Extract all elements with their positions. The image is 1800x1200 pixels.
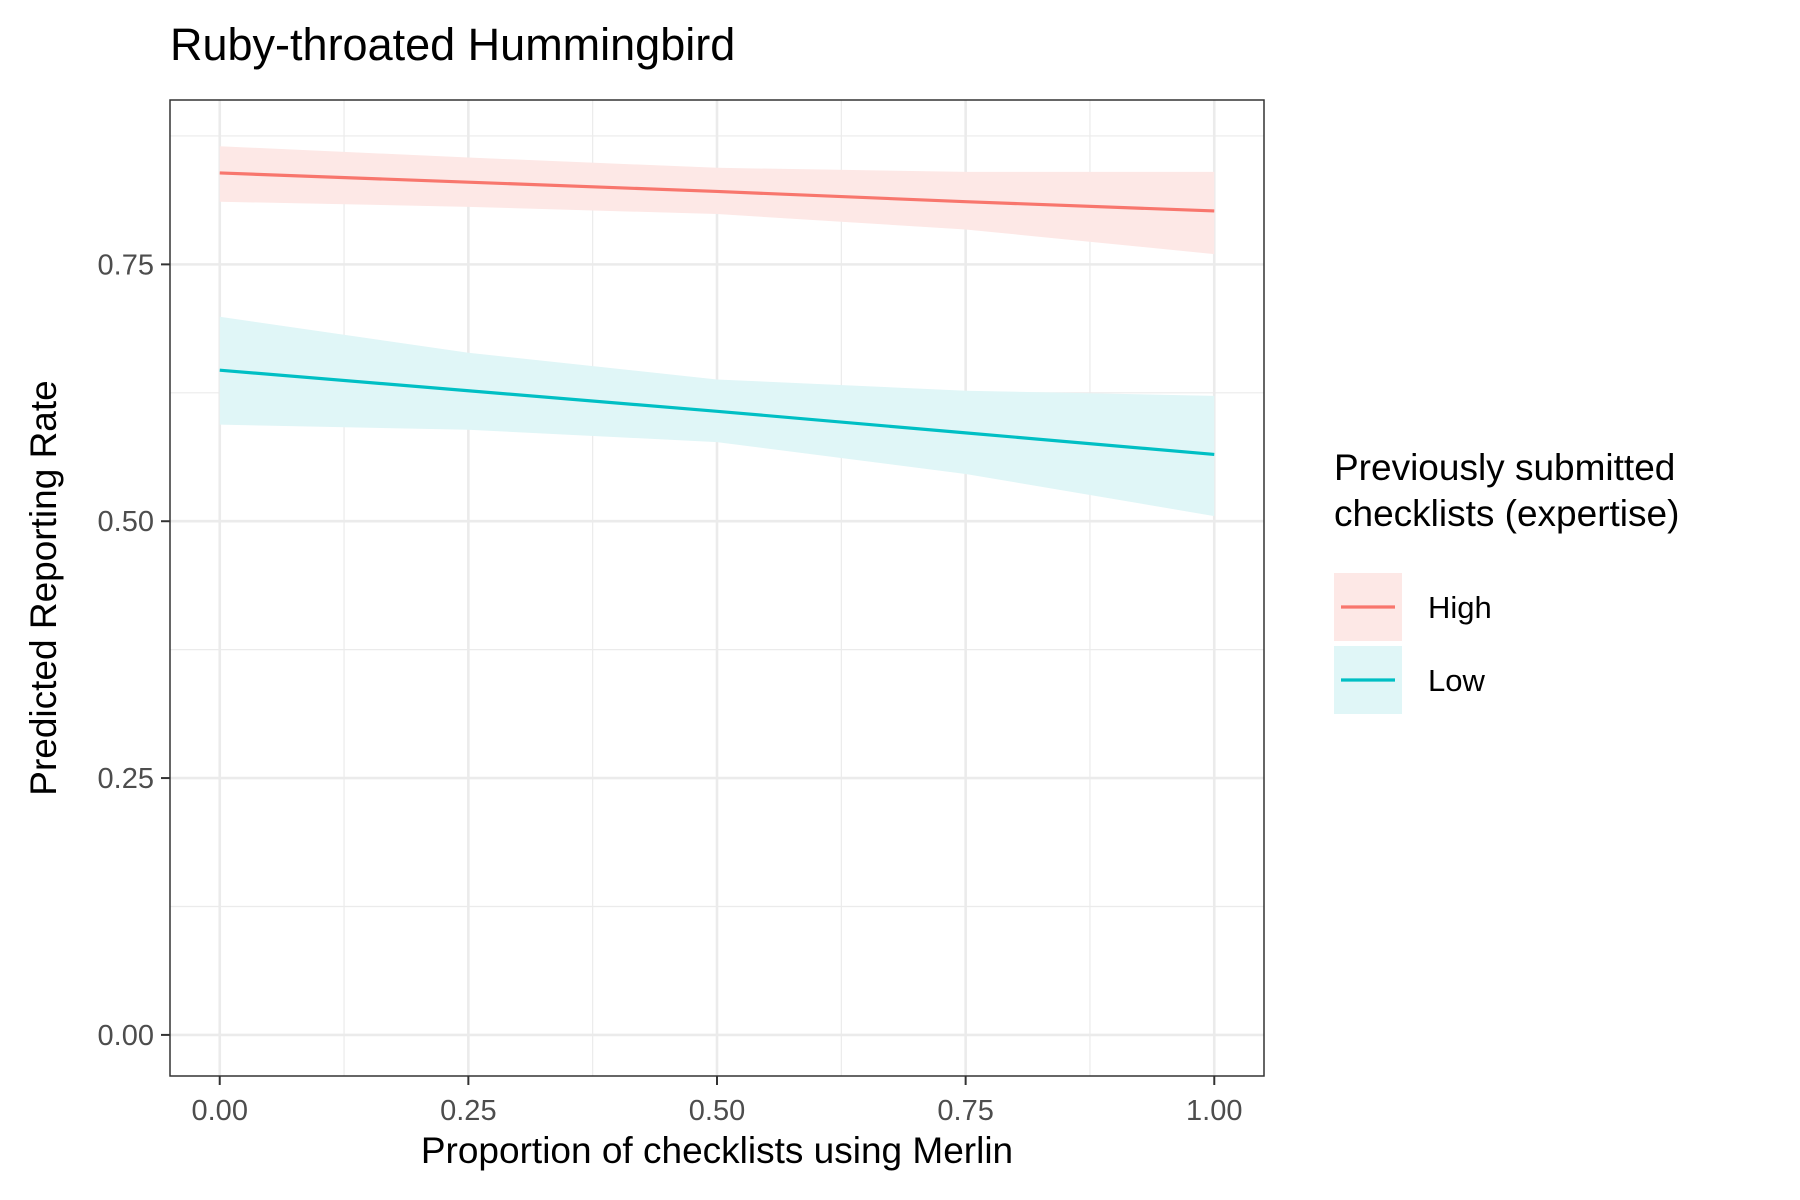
chart-title: Ruby-throated Hummingbird bbox=[170, 19, 735, 70]
legend: Previously submitted checklists (expertis… bbox=[1334, 447, 1679, 714]
series-lines bbox=[219, 171, 1215, 457]
y-tick-label: 0.75 bbox=[98, 249, 154, 281]
legend-label-low: Low bbox=[1428, 663, 1485, 698]
major-gridlines bbox=[170, 100, 1264, 1076]
x-tick-label: 0.25 bbox=[440, 1095, 496, 1127]
legend-label-high: High bbox=[1428, 590, 1492, 625]
legend-title-line: checklists (expertise) bbox=[1334, 493, 1679, 534]
x-tick-label: 1.00 bbox=[1186, 1095, 1242, 1127]
y-tick-label: 0.25 bbox=[98, 763, 154, 795]
x-axis-title: Proportion of checklists using Merlin bbox=[421, 1130, 1013, 1171]
x-tick-label: 0.75 bbox=[937, 1095, 993, 1127]
line-low bbox=[219, 368, 1215, 457]
confidence-ribbons bbox=[219, 146, 1215, 517]
y-tick-label: 0.00 bbox=[98, 1020, 154, 1052]
y-tick-label: 0.50 bbox=[98, 506, 154, 538]
x-tick-label: 0.00 bbox=[192, 1095, 248, 1127]
line-high bbox=[219, 171, 1215, 213]
y-axis-title: Predicted Reporting Rate bbox=[23, 380, 64, 795]
y-axis: 0.00 0.25 0.50 0.75 bbox=[98, 249, 170, 1052]
ribbon-high bbox=[219, 146, 1215, 255]
legend-title-line: Previously submitted bbox=[1334, 447, 1675, 488]
x-tick-label: 0.50 bbox=[689, 1095, 745, 1127]
ribbon-low bbox=[219, 316, 1215, 517]
x-axis: 0.00 0.25 0.50 0.75 1.00 bbox=[192, 1076, 1242, 1127]
